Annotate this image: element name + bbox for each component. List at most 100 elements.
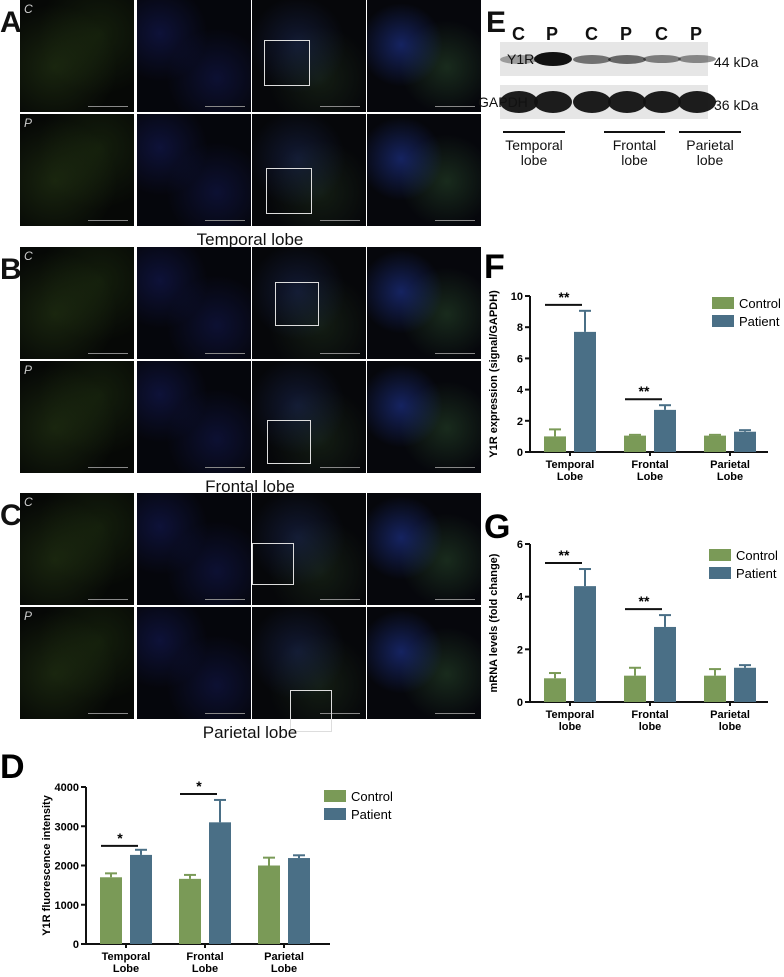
protein-band (678, 91, 716, 113)
bar-control (624, 435, 646, 452)
y-tick-label: 8 (517, 322, 523, 334)
protein-band (643, 91, 681, 113)
scale-bar (435, 106, 475, 107)
bar-patient (654, 626, 676, 702)
panel-label-g: G (484, 508, 510, 546)
legend-label-control: Control (739, 296, 781, 311)
region-label: Frontal lobe (205, 477, 295, 496)
group-label-line: lobe (520, 152, 548, 168)
x-tick-label: Temporal (102, 951, 151, 963)
scale-bar (320, 599, 360, 600)
y-tick-label: 0 (517, 447, 523, 459)
condition-label: P (24, 116, 33, 130)
micrograph (252, 607, 366, 719)
legend-label-patient: Patient (739, 314, 780, 329)
significance-marker: ** (639, 593, 650, 609)
condition-label: C (24, 2, 33, 16)
group-bracket (604, 131, 665, 133)
micrograph (137, 114, 251, 226)
scale-bar (88, 467, 128, 468)
region-label: Parietal lobe (202, 723, 298, 742)
scale-bar (320, 353, 360, 354)
y-axis-label: mRNA levels (fold change) (488, 553, 500, 692)
zoom-region-box (267, 420, 311, 464)
y-tick-label: 4000 (55, 782, 79, 794)
scale-bar (88, 713, 128, 714)
micrograph (252, 361, 366, 473)
micrograph: P (20, 361, 134, 473)
x-tick-label: Parietal (264, 951, 304, 963)
bar-patient (130, 854, 152, 944)
protein-band (678, 55, 716, 63)
x-tick-label: lobe (719, 721, 742, 733)
panel-label-c: C (0, 499, 22, 532)
scale-bar (435, 599, 475, 600)
protein-band (500, 54, 538, 64)
micrograph (367, 607, 481, 719)
bar-control (704, 675, 726, 702)
panel-label-e: E (486, 6, 507, 39)
x-tick-label: Parietal (710, 459, 750, 471)
y-tick-label: 2000 (55, 861, 79, 873)
micrograph (137, 607, 251, 719)
y-tick-label: 2 (517, 644, 523, 656)
panel-label-b: B (0, 253, 22, 286)
lane-label: P (620, 24, 633, 44)
micrograph (137, 247, 251, 359)
legend-swatch-patient (324, 808, 346, 820)
legend-label-control: Control (736, 548, 778, 563)
micrograph (252, 247, 366, 359)
x-tick-label: lobe (639, 721, 662, 733)
condition-label: C (24, 249, 33, 263)
micrograph (137, 361, 251, 473)
protein-band (608, 54, 646, 64)
y-tick-label: 10 (511, 291, 523, 303)
micrograph: C (20, 0, 134, 112)
group-label-line: Parietal (686, 137, 734, 153)
significance-marker: * (196, 778, 202, 794)
y-tick-label: 6 (517, 539, 523, 551)
scale-bar (205, 106, 245, 107)
bar-control (704, 435, 726, 452)
bar-patient (574, 586, 596, 702)
bar-patient (209, 822, 231, 944)
y-axis-label: Y1R fluorescence intensity (41, 794, 53, 935)
panel-label-f: F (484, 248, 505, 286)
group-label-line: Frontal (612, 137, 657, 153)
condition-label: C (24, 495, 33, 509)
legend-swatch-patient (712, 315, 734, 327)
panel-label-d: D (0, 748, 25, 786)
group-label: Frontal lobe (594, 138, 675, 168)
scale-bar (205, 467, 245, 468)
micrograph: C (20, 493, 134, 605)
bar-control (544, 436, 566, 452)
significance-marker: * (117, 830, 123, 846)
bar-patient (654, 409, 676, 452)
bar-patient (574, 331, 596, 452)
micrograph (252, 493, 366, 605)
x-tick-label: Parietal (710, 709, 750, 721)
x-tick-label: Temporal (546, 459, 595, 471)
legend-label-patient: Patient (736, 566, 777, 581)
micrograph: P (20, 607, 134, 719)
x-tick-label: Frontal (631, 459, 668, 471)
x-tick-label: Lobe (271, 963, 297, 975)
bar-patient (288, 858, 310, 944)
x-tick-label: Lobe (557, 471, 583, 483)
lane-label: C (512, 24, 525, 44)
group-bracket (503, 131, 565, 133)
lane-label: C (585, 24, 598, 44)
x-tick-label: Temporal (546, 709, 595, 721)
micrograph (367, 114, 481, 226)
micrograph (367, 0, 481, 112)
zoom-region-box (266, 168, 312, 214)
micrograph (137, 0, 251, 112)
protein-band (573, 91, 611, 113)
protein-band (643, 55, 681, 63)
lane-label: P (690, 24, 703, 44)
scale-bar (435, 353, 475, 354)
group-label-line: lobe (696, 152, 724, 168)
micrograph (252, 114, 366, 226)
y-tick-label: 4 (517, 385, 524, 397)
x-tick-label: Lobe (717, 471, 743, 483)
